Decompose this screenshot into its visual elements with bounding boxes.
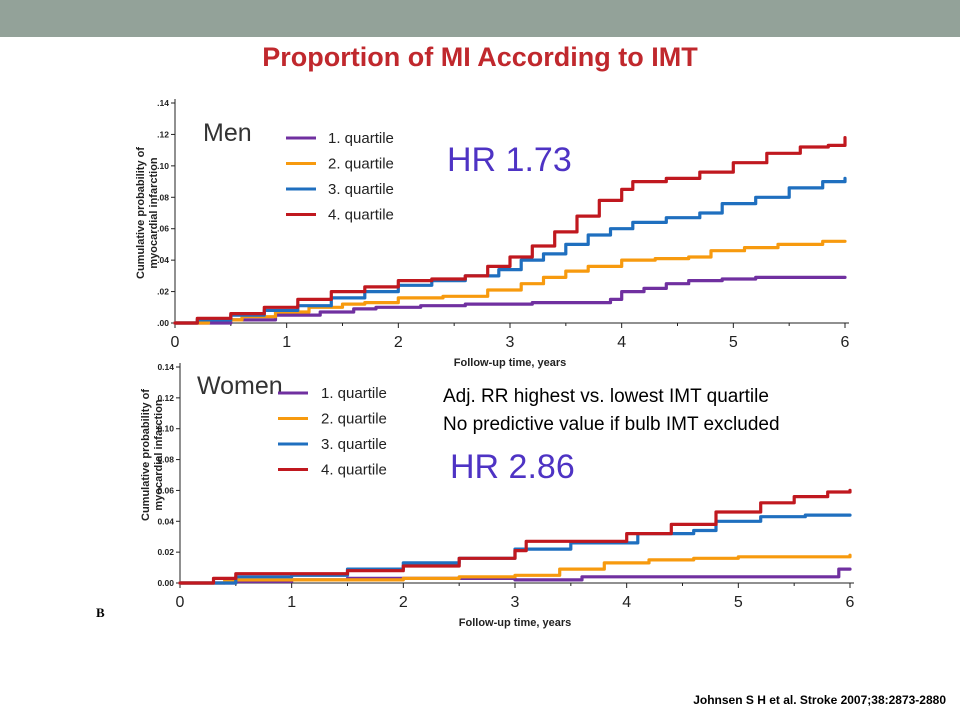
legend-label-1: 1. quartile	[328, 130, 394, 147]
y-tick-label: 0.08	[157, 455, 174, 465]
y-axis-title: Cumulative probability ofmyocardial infa…	[135, 147, 160, 279]
x-tick-label: 5	[729, 334, 738, 351]
y-tick-label: .14	[157, 98, 169, 108]
legend-label-2: 2. quartile	[321, 411, 387, 428]
y-tick-label: 0.04	[157, 516, 174, 526]
x-tick-label: 4	[617, 334, 626, 351]
panel-b-marker: B	[96, 605, 105, 620]
y-tick-label: 0.00	[157, 578, 174, 588]
adj-rr-annotation: Adj. RR highest vs. lowest IMT quartile	[443, 386, 769, 407]
y-axis-title: Cumulative probability ofmyocardial infa…	[140, 389, 165, 521]
citation: Johnsen S H et al. Stroke 2007;38:2873-2…	[693, 693, 946, 707]
series-line-2	[178, 553, 852, 585]
series-line-4	[178, 488, 852, 585]
legend-label-3: 3. quartile	[321, 436, 387, 453]
slide-title: Proportion of MI According to IMT	[262, 42, 698, 72]
x-tick-label: 3	[511, 594, 520, 611]
title-bar	[0, 0, 960, 37]
legend-label-4: 4. quartile	[321, 462, 387, 479]
y-tick-label: .06	[157, 224, 169, 234]
series-line-4	[173, 136, 847, 325]
legend-label-3: 3. quartile	[328, 181, 394, 198]
series-line-2	[173, 239, 847, 325]
legend-label-1: 1. quartile	[321, 385, 387, 402]
x-tick-label: 6	[841, 334, 850, 351]
y-tick-label: .00	[157, 318, 169, 328]
x-tick-label: 1	[287, 594, 296, 611]
x-axis-title: Follow-up time, years	[459, 617, 571, 629]
legend-label-4: 4. quartile	[328, 207, 394, 224]
y-tick-label: .04	[157, 255, 169, 265]
panel-label: Women	[197, 372, 283, 400]
x-tick-label: 2	[399, 594, 408, 611]
panel-label: Men	[203, 119, 252, 147]
y-tick-label: .10	[157, 161, 169, 171]
x-tick-label: 3	[506, 334, 515, 351]
y-tick-label: .08	[157, 192, 169, 202]
series-line-1	[173, 275, 847, 325]
x-tick-label: 0	[171, 334, 180, 351]
y-tick-label: 0.14	[157, 362, 174, 372]
y-tick-label: 0.12	[157, 393, 174, 403]
x-tick-label: 1	[282, 334, 291, 351]
x-axis-title: Follow-up time, years	[454, 357, 566, 369]
annotation-group: HR 1.73 Adj. RR highest vs. lowest IMT q…	[96, 141, 780, 620]
y-tick-label: 0.10	[157, 424, 174, 434]
men-hr-annotation: HR 1.73	[447, 141, 572, 179]
chart-panel-men: .00 .02 .04 .06 .08 .10 .12 .14 0 1 2 3 4 5 6 Follow-up…	[135, 98, 850, 369]
legend-label-2: 2. quartile	[328, 156, 394, 173]
x-tick-label: 6	[846, 594, 855, 611]
y-tick-label: .12	[157, 129, 169, 139]
women-hr-annotation: HR 2.86	[450, 448, 575, 486]
x-tick-label: 0	[176, 594, 185, 611]
y-tick-label: .02	[157, 287, 169, 297]
y-tick-label: 0.02	[157, 547, 174, 557]
chart-panel-women: 0.00 0.02 0.04 0.06 0.08 0.10 0.12 0.14 0 1 2 3 4 5 6 F…	[140, 362, 855, 629]
x-tick-label: 4	[622, 594, 631, 611]
x-tick-label: 5	[734, 594, 743, 611]
y-tick-label: 0.06	[157, 485, 174, 495]
x-tick-label: 2	[394, 334, 403, 351]
bulb-imt-annotation: No predictive value if bulb IMT excluded	[443, 414, 780, 435]
